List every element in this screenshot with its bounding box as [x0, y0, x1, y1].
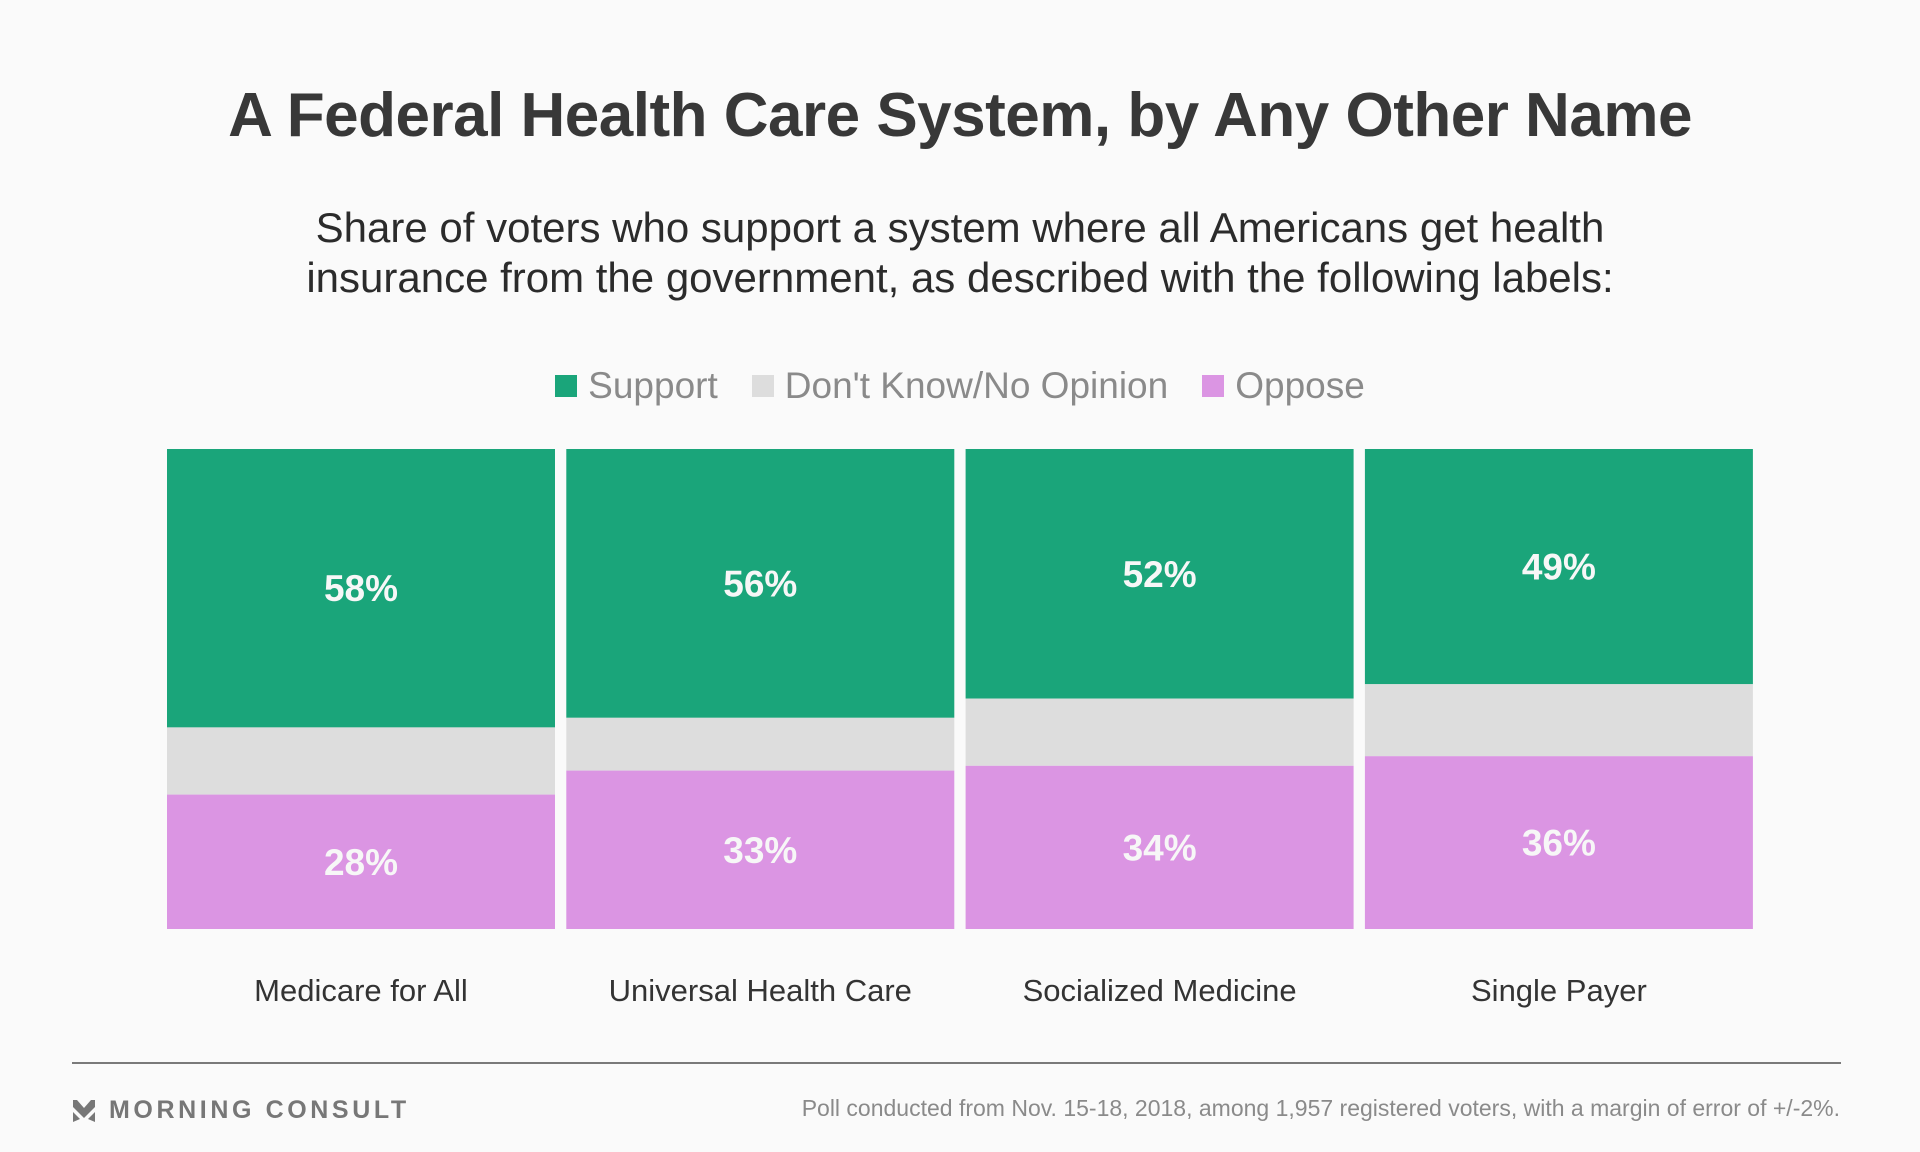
subtitle-line-1: Share of voters who support a system whe…	[315, 204, 1605, 251]
legend-item-support: Support	[555, 364, 718, 408]
data-label-universal-health-care-oppose: 33%	[723, 830, 797, 871]
data-label-socialized-medicine-oppose: 34%	[1123, 827, 1197, 868]
chart-title: A Federal Health Care System, by Any Oth…	[228, 81, 1692, 150]
data-label-medicare-for-all-support: 58%	[324, 568, 398, 609]
bar-segment-medicare-for-all-oppose	[167, 794, 555, 929]
category-label-socialized-medicine: Socialized Medicine	[1023, 973, 1297, 1008]
bar-segment-universal-health-care-oppose	[566, 770, 955, 929]
footer-divider	[72, 1062, 1841, 1064]
brand-logo: MORNING CONSULT	[73, 1096, 410, 1125]
brand-name: MORNING CONSULT	[109, 1096, 410, 1124]
bar-segment-socialized-medicine-support	[965, 449, 1354, 699]
bar-segment-socialized-medicine-don-t-know-no-opinion	[965, 698, 1354, 766]
legend-label-support: Support	[588, 365, 718, 406]
bar-group-single-payer: 49% 36%	[1364, 449, 1753, 929]
bar-segment-medicare-for-all-don-t-know-no-opinion	[167, 727, 555, 795]
legend-item-oppose: Oppose	[1202, 364, 1365, 408]
category-label-single-payer: Single Payer	[1471, 973, 1647, 1008]
data-label-socialized-medicine-support: 52%	[1123, 554, 1197, 595]
legend-swatch-oppose	[1202, 375, 1225, 397]
morning-consult-logo-icon	[73, 1099, 95, 1122]
subtitle-line-2: insurance from the government, as descri…	[306, 254, 1614, 301]
category-label-universal-health-care: Universal Health Care	[609, 973, 912, 1008]
bar-segment-single-payer-support	[1364, 449, 1753, 685]
legend-swatch-support	[555, 375, 578, 397]
legend-label-oppose: Oppose	[1235, 365, 1365, 406]
legend: Support Don't Know/No Opinion Oppose	[0, 364, 1920, 408]
bar-segment-single-payer-don-t-know-no-opinion	[1364, 684, 1753, 757]
legend-item-dont-know: Don't Know/No Opinion	[751, 364, 1169, 408]
source-note: Poll conducted from Nov. 15-18, 2018, am…	[801, 1095, 1840, 1121]
data-label-single-payer-oppose: 36%	[1522, 823, 1596, 864]
bar-segment-socialized-medicine-oppose	[965, 765, 1354, 929]
chart-subtitle: Share of voters who support a system whe…	[0, 203, 1920, 303]
data-label-medicare-for-all-oppose: 28%	[324, 842, 398, 883]
bar-segment-universal-health-care-support	[566, 449, 955, 718]
bar-group-universal-health-care: 56% 33%	[566, 449, 955, 929]
bar-segment-medicare-for-all-support	[167, 449, 555, 728]
bar-segment-universal-health-care-don-t-know-no-opinion	[566, 717, 955, 771]
data-label-single-payer-support: 49%	[1522, 547, 1596, 588]
legend-label-dont-know: Don't Know/No Opinion	[784, 365, 1169, 406]
category-label-medicare-for-all: Medicare for All	[254, 973, 468, 1008]
data-label-universal-health-care-support: 56%	[723, 563, 797, 604]
bar-group-socialized-medicine: 52% 34%	[965, 449, 1354, 929]
bar-segment-single-payer-oppose	[1364, 756, 1753, 929]
legend-swatch-dont-know	[751, 375, 774, 397]
bar-group-medicare-for-all: 58% 28%	[167, 449, 555, 929]
